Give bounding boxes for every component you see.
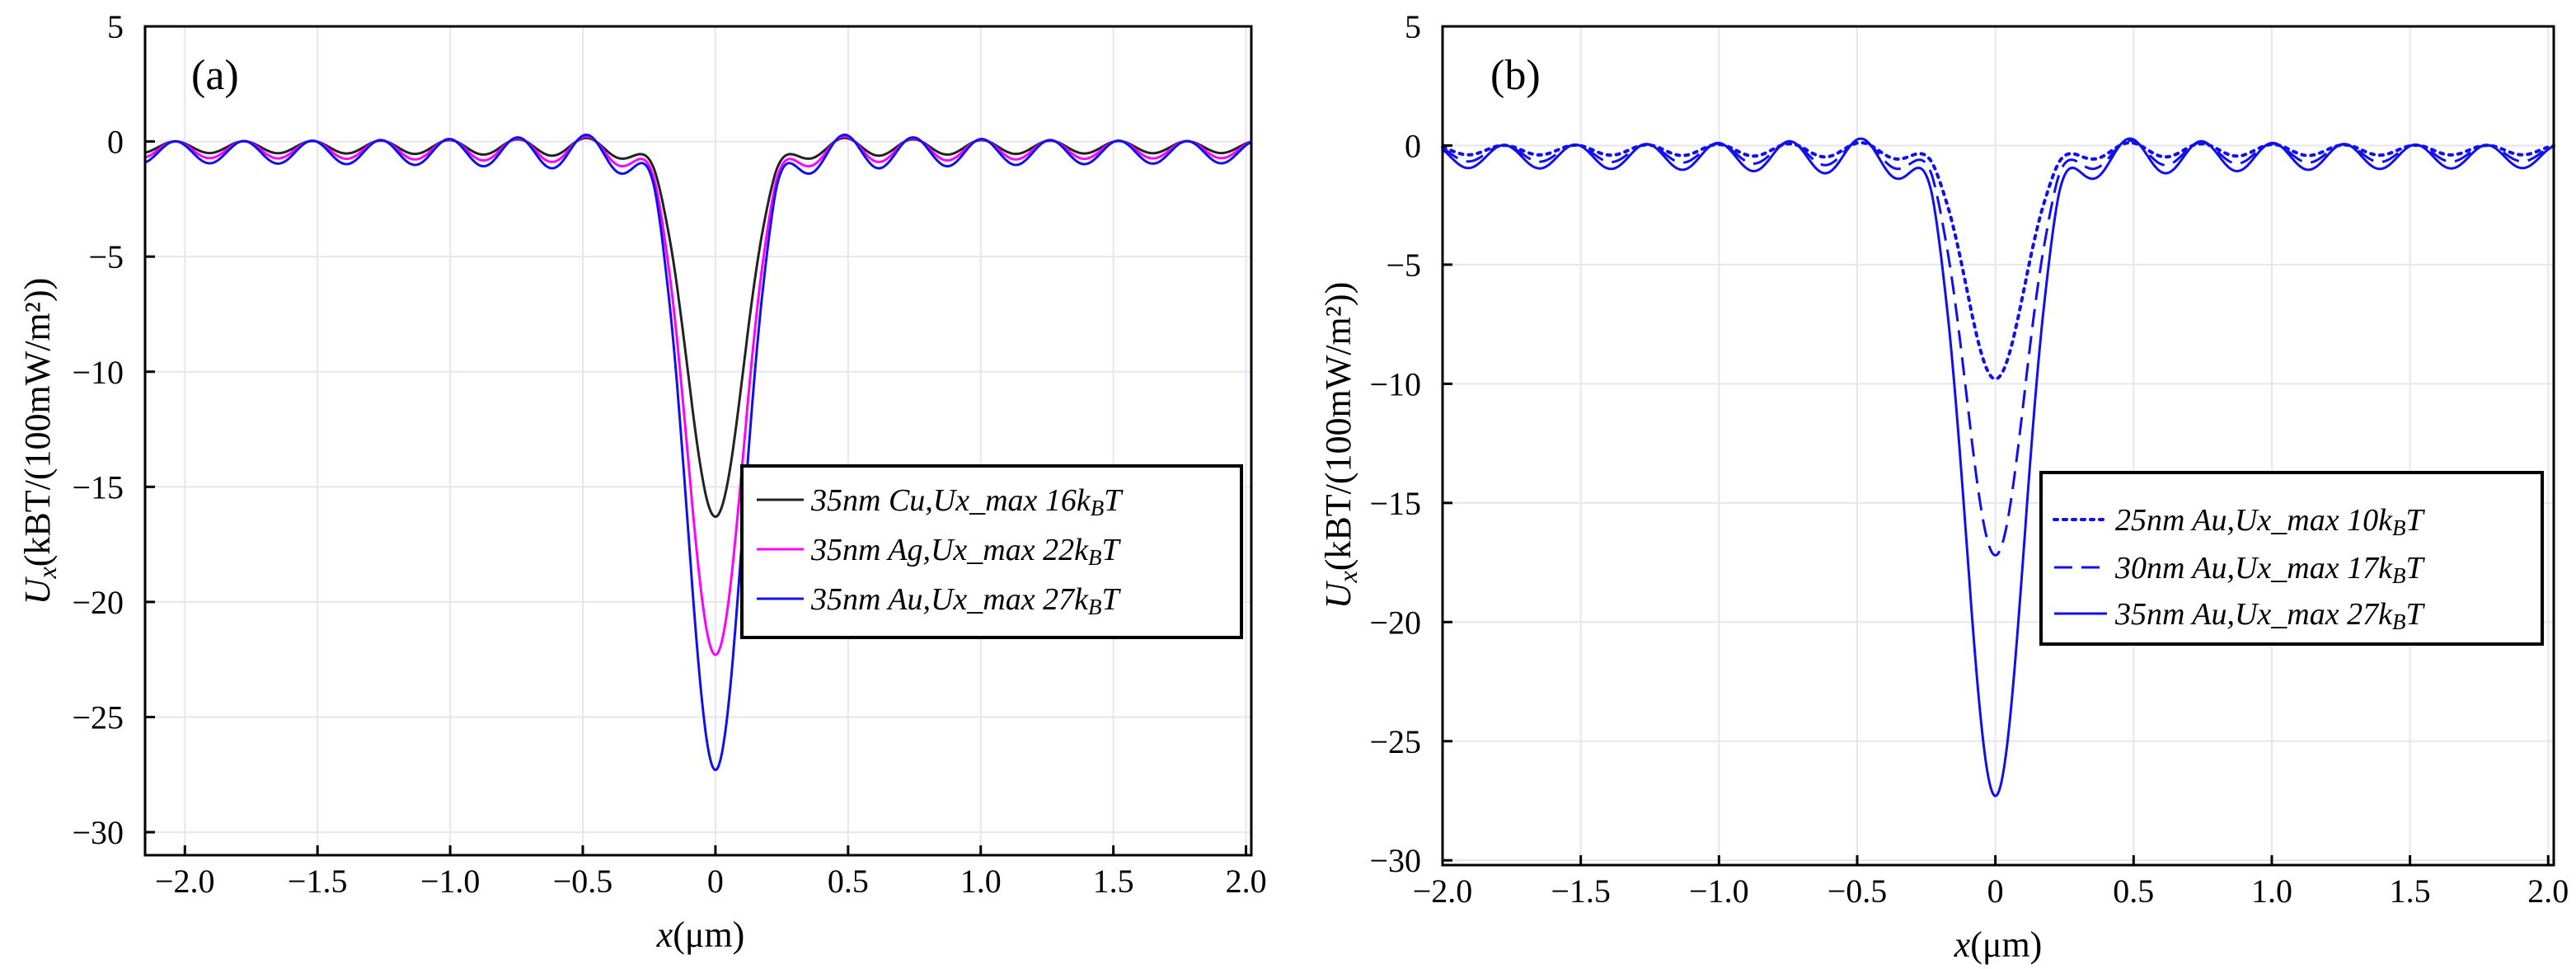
y-tick-label: −10 — [1369, 365, 1421, 402]
x-tick-label: 0.5 — [2113, 873, 2154, 910]
x-tick-label: −2.0 — [155, 863, 215, 900]
x-tick-label: 1.5 — [2390, 873, 2431, 910]
panel-a-legend-box — [740, 464, 1243, 639]
panel-a-yticks: 5 0 −5 −10 −15 −20 −25 −30 — [72, 8, 155, 851]
panel-b-ylabel: Ux(kBT/(100mW/m²)) — [1318, 282, 1363, 609]
panel-a-ylabel: Ux(kBT/(100mW/m²)) — [17, 278, 62, 604]
panel-b-frame — [1441, 25, 2555, 867]
y-tick-label: 5 — [1405, 8, 1421, 45]
x-tick-label: −0.5 — [553, 863, 613, 900]
panel-b-xticks: −2.0 −1.5 −1.0 −0.5 0 0.5 1.0 1.5 2.0 — [1413, 855, 2569, 910]
series-line — [144, 136, 1252, 519]
x-tick-label: 1.0 — [960, 863, 1002, 900]
legend-label: 35nm Au,Ux_max 27kBT — [810, 582, 1121, 619]
x-tick-label: 2.0 — [2527, 873, 2569, 910]
panel-b-yticks: 5 0 −5 −10 −15 −20 −25 −30 — [1369, 8, 1452, 879]
y-tick-label: 0 — [107, 124, 124, 161]
x-tick-label: −1.0 — [420, 863, 481, 900]
y-tick-label: −15 — [1369, 485, 1421, 522]
legend-entry: 25nm Au,Ux_max 10kBT — [2053, 503, 2425, 540]
x-tick-label: −1.0 — [1689, 873, 1749, 910]
panel-b-legend: 25nm Au,Ux_max 10kBT 30nm Au,Ux_max 17kB… — [2039, 471, 2544, 646]
panel-b: −2.0 −1.5 −1.0 −0.5 0 0.5 1.0 1.5 2.0 5 0 −5 −10 −15… — [1318, 8, 2569, 965]
x-tick-label: 2.0 — [1226, 863, 1267, 900]
panel-a: −2.0 −1.5 −1.0 −0.5 0 0.5 1.0 1.5 2.0 5 0 −5 −10 −15… — [17, 8, 1267, 955]
y-tick-label: −30 — [72, 814, 124, 851]
series-line — [1441, 141, 2555, 381]
legend-label: 30nm Au,Ux_max 17kBT — [2114, 551, 2425, 588]
y-tick-label: −25 — [72, 699, 124, 736]
legend-label: 25nm Au,Ux_max 10kBT — [2115, 503, 2425, 540]
y-tick-label: 5 — [107, 8, 124, 45]
legend-entry: 35nm Cu,Ux_max 16kBT — [757, 483, 1124, 520]
legend-label: 35nm Au,Ux_max 27kBT — [2114, 597, 2425, 634]
y-tick-label: −15 — [72, 468, 124, 506]
series-line — [1442, 137, 2555, 797]
y-tick-label: −20 — [72, 584, 124, 621]
panel-a-label: (a) — [191, 52, 239, 99]
panel-b-legend-box — [2039, 471, 2544, 646]
series-line — [1442, 139, 2555, 557]
legend-entry: 35nm Au,Ux_max 27kBT — [2054, 597, 2425, 634]
panel-a-xlabel: x(μm) — [656, 915, 745, 955]
panel-a-legend: 35nm Cu,Ux_max 16kBT 35nm Ag,Ux_max 22kB… — [740, 464, 1243, 639]
y-tick-label: −25 — [1369, 723, 1421, 760]
x-tick-label: 0.5 — [828, 863, 869, 900]
x-tick-label: 1.0 — [2251, 873, 2292, 910]
series-line — [144, 134, 1252, 656]
y-tick-label: −5 — [88, 238, 124, 275]
x-tick-label: −1.5 — [1551, 873, 1611, 910]
x-tick-label: −2.0 — [1413, 873, 1473, 910]
x-tick-label: 0 — [1987, 873, 2004, 910]
y-tick-label: −5 — [1386, 247, 1421, 284]
y-tick-label: −10 — [72, 354, 124, 391]
legend-entry: 30nm Au,Ux_max 17kBT — [2054, 551, 2425, 588]
panel-a-frame — [143, 25, 1253, 857]
x-tick-label: 0 — [707, 863, 724, 900]
panel-b-label: (b) — [1490, 52, 1541, 99]
panel-b-xlabel: x(μm) — [1954, 924, 2043, 965]
y-tick-label: −30 — [1369, 842, 1421, 879]
panel-a-xticks: −2.0 −1.5 −1.0 −0.5 0 0.5 1.0 1.5 2.0 — [155, 845, 1267, 900]
legend-entry: 35nm Au,Ux_max 27kBT — [757, 582, 1121, 619]
y-tick-label: −20 — [1369, 604, 1421, 641]
panel-a-series — [144, 134, 1252, 772]
legend-label: 35nm Cu,Ux_max 16kBT — [810, 483, 1124, 520]
panel-a-grid — [145, 26, 1251, 855]
x-tick-label: −0.5 — [1828, 873, 1888, 910]
series-line — [144, 134, 1252, 772]
legend-label: 35nm Ag,Ux_max 22kBT — [810, 533, 1121, 570]
x-tick-label: 1.5 — [1093, 863, 1134, 900]
panel-b-series — [1441, 137, 2555, 797]
legend-entry: 35nm Ag,Ux_max 22kBT — [757, 533, 1121, 570]
y-tick-label: 0 — [1405, 127, 1421, 164]
panel-b-grid — [1442, 26, 2554, 865]
x-tick-label: −1.5 — [288, 863, 348, 900]
